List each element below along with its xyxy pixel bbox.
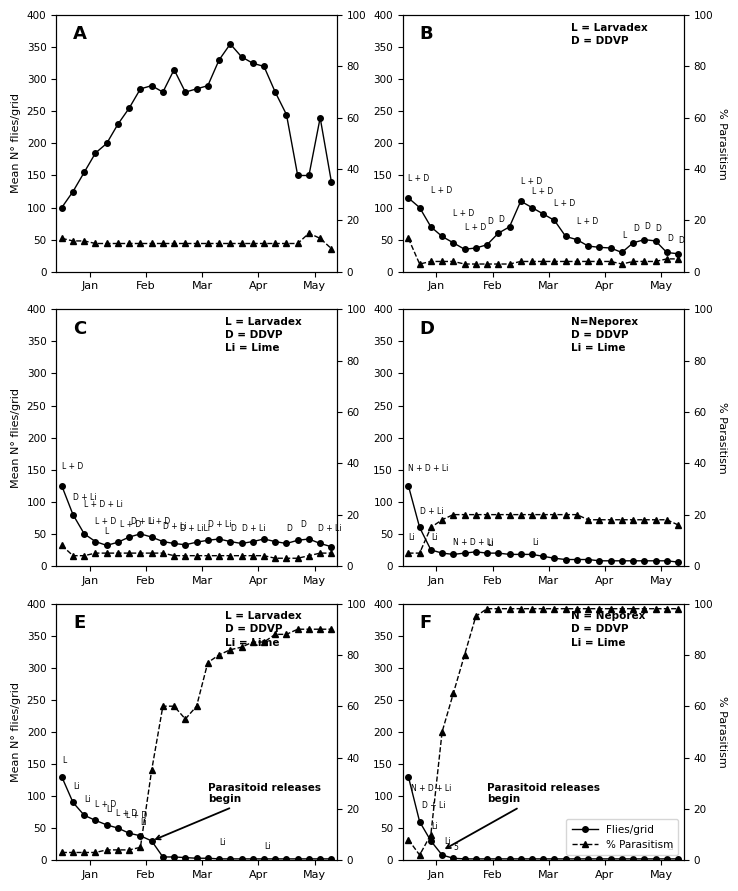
Text: D: D xyxy=(420,320,435,338)
Y-axis label: % Parasitism: % Parasitism xyxy=(717,108,727,179)
Text: L + D: L + D xyxy=(116,809,137,818)
Text: Li: Li xyxy=(431,822,438,831)
Y-axis label: % Parasitism: % Parasitism xyxy=(717,402,727,473)
Text: D: D xyxy=(633,225,639,233)
Text: Li: Li xyxy=(140,818,147,827)
Text: L + D: L + D xyxy=(453,209,475,218)
Text: L: L xyxy=(62,756,66,765)
Text: L + D: L + D xyxy=(554,199,576,208)
Text: D: D xyxy=(230,524,236,533)
Y-axis label: Mean N° flies/grid: Mean N° flies/grid xyxy=(11,94,21,193)
Text: Li: Li xyxy=(219,838,226,847)
Text: L + D: L + D xyxy=(125,812,147,821)
Text: Li: Li xyxy=(431,533,438,542)
Text: L = Larvadex
D = DDVP: L = Larvadex D = DDVP xyxy=(571,23,648,46)
Y-axis label: % Parasitism: % Parasitism xyxy=(717,696,727,768)
Text: D + Li: D + Li xyxy=(422,801,445,810)
Text: N + D + Li: N + D + Li xyxy=(453,537,494,547)
Text: D + Li: D + Li xyxy=(208,520,231,529)
Text: Li: Li xyxy=(408,533,415,542)
Text: D + LiLi: D + LiLi xyxy=(180,524,210,533)
Text: L + D: L + D xyxy=(577,217,599,225)
Text: D: D xyxy=(655,225,661,233)
Text: L + D: L + D xyxy=(532,187,554,196)
Text: Parasitoid releases
begin: Parasitoid releases begin xyxy=(446,783,600,848)
Text: D: D xyxy=(678,236,684,245)
Text: Li: Li xyxy=(107,805,113,814)
Text: E: E xyxy=(73,614,86,632)
Y-axis label: Mean N° flies/grid: Mean N° flies/grid xyxy=(11,388,21,487)
Text: Li: Li xyxy=(73,782,80,791)
Text: L + D: L + D xyxy=(120,519,142,528)
Text: 5: 5 xyxy=(453,844,458,853)
Text: L + D: L + D xyxy=(62,462,83,471)
Text: L: L xyxy=(105,527,108,535)
Text: D: D xyxy=(487,217,493,225)
Text: L + D: L + D xyxy=(149,517,170,527)
Text: L + D: L + D xyxy=(95,800,117,809)
Text: D + Li: D + Li xyxy=(420,507,443,516)
Text: L + D: L + D xyxy=(521,177,542,186)
Text: C: C xyxy=(73,320,86,338)
Text: Li: Li xyxy=(532,537,539,547)
Text: L + D: L + D xyxy=(431,185,452,195)
Text: N + D + Li: N + D + Li xyxy=(410,784,451,793)
Text: D: D xyxy=(667,233,672,243)
Text: Li: Li xyxy=(84,795,91,804)
Text: D + Li: D + Li xyxy=(131,517,155,527)
Text: L + D: L + D xyxy=(95,517,117,526)
Text: N=Neporex
D = DDVP
Li = Lime: N=Neporex D = DDVP Li = Lime xyxy=(571,317,638,354)
Text: L + D: L + D xyxy=(408,175,430,184)
Text: L = Larvadex
D = DDVP
Li = Lime: L = Larvadex D = DDVP Li = Lime xyxy=(224,317,301,354)
Text: N = Neporex
D = DDVP
Li = Lime: N = Neporex D = DDVP Li = Lime xyxy=(571,611,646,648)
Text: L = Larvadex
D = DDVP
Li = Lime: L = Larvadex D = DDVP Li = Lime xyxy=(224,611,301,648)
Text: D: D xyxy=(300,520,306,529)
Text: D + Li: D + Li xyxy=(241,524,265,533)
Text: L + D + Li: L + D + Li xyxy=(84,501,123,510)
Text: Li: Li xyxy=(487,539,494,548)
Text: D: D xyxy=(498,215,504,224)
Text: F: F xyxy=(420,614,432,632)
Text: B: B xyxy=(420,25,433,44)
Text: L + D: L + D xyxy=(464,223,486,232)
Text: Parasitoid releases
begin: Parasitoid releases begin xyxy=(156,783,321,839)
Text: D + Li: D + Li xyxy=(163,521,187,531)
Text: Li: Li xyxy=(264,841,271,851)
Text: D: D xyxy=(644,223,650,232)
Text: L: L xyxy=(622,231,626,240)
Text: A: A xyxy=(73,25,87,44)
Text: D + Li: D + Li xyxy=(73,493,97,502)
Y-axis label: Mean N° flies/grid: Mean N° flies/grid xyxy=(11,682,21,782)
Text: Li: Li xyxy=(667,844,673,853)
Text: D: D xyxy=(286,524,292,533)
Legend: Flies/grid, % Parasitism: Flies/grid, % Parasitism xyxy=(566,820,678,855)
Text: Li: Li xyxy=(444,837,451,846)
Text: N + D + Li: N + D + Li xyxy=(408,464,449,473)
Text: D + Li: D + Li xyxy=(318,524,342,533)
